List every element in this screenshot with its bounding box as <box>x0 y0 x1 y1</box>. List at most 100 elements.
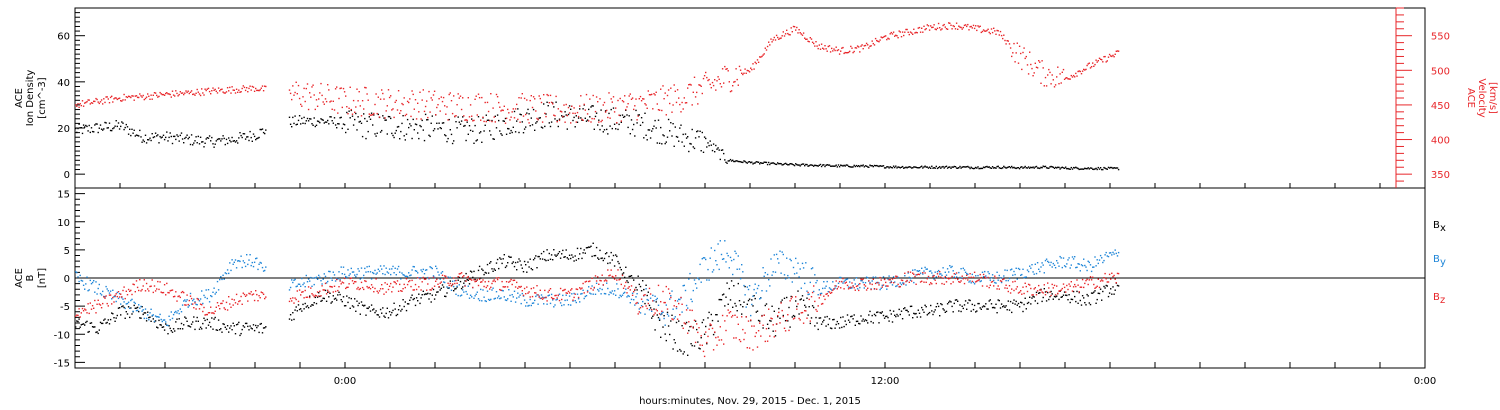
density-point <box>919 166 922 168</box>
Bx-point <box>460 287 463 290</box>
density-point <box>484 124 486 126</box>
Bx-point <box>435 294 437 296</box>
density-point <box>151 133 153 135</box>
Bz-point <box>655 308 657 311</box>
density-point <box>513 110 516 113</box>
velocity-point <box>995 33 997 35</box>
Bz-point <box>255 290 257 292</box>
Bx-point <box>1080 304 1083 306</box>
By-point <box>85 283 87 285</box>
velocity-point <box>98 102 100 105</box>
density-point <box>612 107 615 109</box>
Bx-point <box>501 262 503 265</box>
velocity-point <box>829 51 832 53</box>
By-point <box>91 281 94 284</box>
velocity-point <box>190 90 193 92</box>
Bz-point <box>743 338 745 341</box>
density-point <box>304 122 306 125</box>
Bz-point <box>862 278 864 280</box>
By-point <box>611 290 613 292</box>
Bx-point <box>142 313 144 316</box>
density-point <box>424 113 427 116</box>
velocity-point <box>565 103 567 106</box>
velocity-point <box>835 46 837 48</box>
velocity-point <box>418 111 420 113</box>
density-point <box>760 162 762 164</box>
Bz-point <box>733 337 735 339</box>
By-point <box>451 280 454 282</box>
By-point <box>257 268 259 271</box>
velocity-point <box>1113 56 1115 58</box>
density-point <box>309 118 311 120</box>
By-point <box>419 277 421 279</box>
By-point <box>327 280 329 283</box>
density-point <box>511 131 513 134</box>
Bx-point <box>490 261 492 263</box>
velocity-point <box>133 99 135 101</box>
velocity-point <box>111 95 113 97</box>
Bx-point <box>657 316 660 319</box>
density-point <box>105 122 107 124</box>
By-point <box>932 274 934 277</box>
density-point <box>483 130 485 132</box>
By-point <box>89 279 91 282</box>
density-point <box>366 120 368 122</box>
Bx-point <box>712 333 715 336</box>
By-point <box>1065 266 1067 268</box>
density-point <box>244 138 247 140</box>
velocity-point <box>672 104 674 106</box>
density-point <box>303 116 305 119</box>
Bx-point <box>851 315 853 317</box>
By-point <box>216 280 219 283</box>
Bx-point <box>1094 290 1096 292</box>
Bz-point <box>1078 291 1080 293</box>
Bz-point <box>117 291 120 293</box>
density-point <box>883 167 886 169</box>
Bz-point <box>1086 278 1088 281</box>
Bz-point <box>93 307 95 309</box>
velocity-point <box>1065 77 1067 79</box>
density-point <box>376 132 378 134</box>
velocity-point <box>1007 40 1009 42</box>
Bz-point <box>143 279 145 281</box>
Bx-point <box>864 319 867 321</box>
Bz-point <box>801 311 804 314</box>
By-point <box>1012 274 1014 276</box>
Bx-point <box>781 299 783 301</box>
density-point <box>536 121 538 123</box>
By-point <box>304 286 306 288</box>
Bx-point <box>646 294 648 297</box>
Bz-point <box>180 291 183 294</box>
velocity-point <box>810 38 813 40</box>
Bx-point <box>1008 309 1011 311</box>
velocity-point <box>358 91 360 93</box>
Bz-point <box>640 298 643 300</box>
Bz-point <box>75 315 77 317</box>
density-point <box>786 163 788 165</box>
velocity-point <box>131 95 133 97</box>
density-point <box>1009 167 1012 169</box>
Bz-point <box>1087 283 1089 286</box>
Bz-point <box>1048 287 1050 289</box>
density-point <box>1083 168 1085 170</box>
By-point <box>250 264 252 267</box>
By-point <box>675 307 678 310</box>
velocity-point <box>256 89 258 92</box>
Bz-point <box>459 272 462 275</box>
Bx-point <box>381 312 383 314</box>
velocity-point <box>439 110 441 112</box>
field-tick-label: 5 <box>64 246 70 257</box>
Bx-point <box>364 304 366 307</box>
velocity-point <box>645 104 647 106</box>
Bx-point <box>215 329 217 331</box>
velocity-point <box>1033 72 1035 74</box>
Bx-point <box>601 257 603 259</box>
Bx-point <box>685 321 688 324</box>
Bz-point <box>109 294 112 296</box>
By-point <box>1063 265 1066 267</box>
density-point <box>546 101 548 103</box>
Bx-point <box>697 341 699 343</box>
Bx-point <box>301 310 303 312</box>
Bx-point <box>556 254 558 256</box>
Bx-point <box>531 269 534 271</box>
